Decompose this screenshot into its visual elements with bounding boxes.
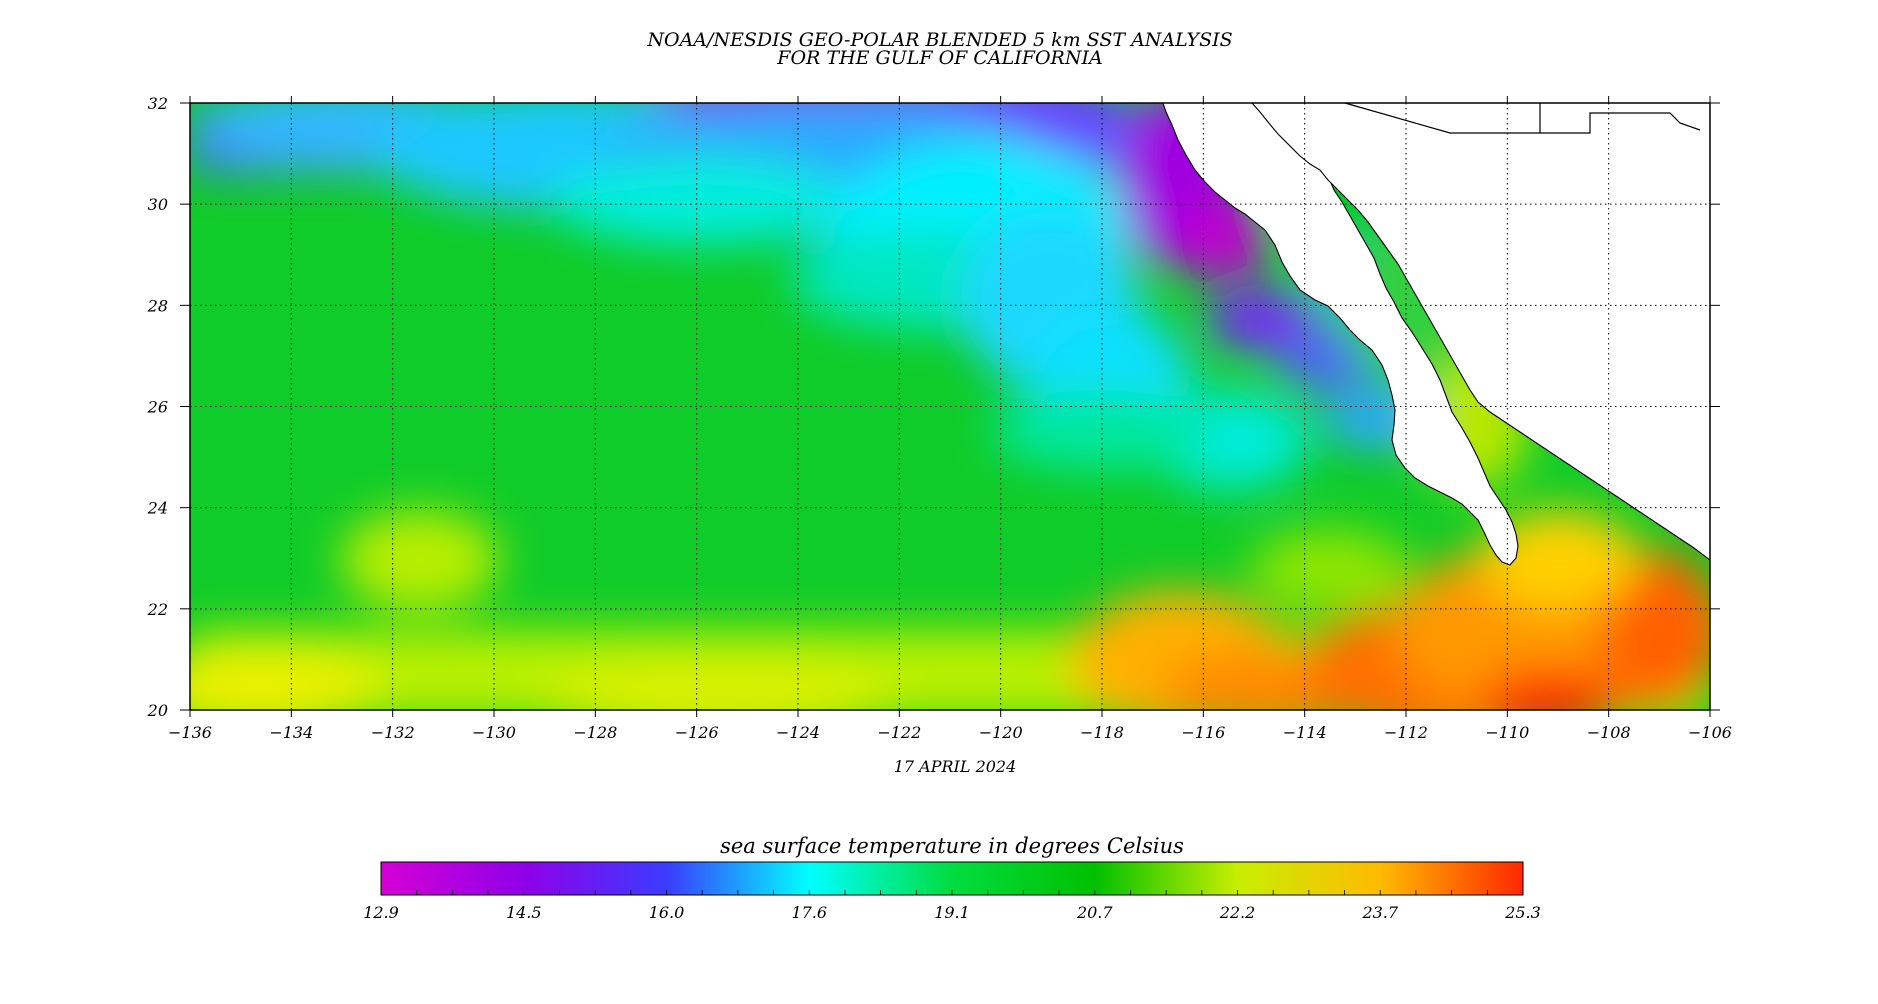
x-tick-label: −120 [979,723,1023,742]
y-tick-label: 26 [147,398,168,417]
x-tick-label: −122 [877,723,921,742]
y-tick-label: 30 [148,195,168,214]
title-line-1: NOAA/NESDIS GEO-POLAR BLENDED 5 km SST A… [646,29,1232,51]
colorbar-tick-label: 12.9 [363,903,399,922]
colorbar-tick-label: 19.1 [934,903,970,922]
colorbar-tick-label: 17.6 [791,903,827,922]
date-label: 17 APRIL 2024 [894,757,1017,776]
x-tick-label: −114 [1283,723,1327,742]
x-tick-label: −132 [371,723,415,742]
y-tick-label: 20 [147,701,168,720]
colorbar-tick-label: 22.2 [1219,903,1256,922]
colorbar-tick-label: 16.0 [649,903,685,922]
x-tick-label: −110 [1485,723,1529,742]
land-masses [1162,103,1710,566]
colorbar-title: sea surface temperature in degrees Celsi… [720,834,1184,858]
x-tick-label: −130 [472,723,516,742]
graticule [190,103,1710,710]
y-tick-label: 22 [147,600,168,619]
x-axis: −136 −134 −132 −130 −128 −126 −124 −122 −120 −118… [168,96,1732,742]
colorbar [380,861,1524,896]
colorbar-tick-label: 25.3 [1504,903,1541,922]
x-tick-label: −126 [675,723,719,742]
colorbar-tick-label: 23.7 [1361,903,1398,922]
sst-field [190,103,1710,710]
colorbar-ticks: 12.9 14.5 16.0 17.6 19.1 20.7 22.2 23.7 25.3 [363,890,1541,922]
x-tick-label: −134 [269,723,313,742]
title-line-2: FOR THE GULF OF CALIFORNIA [776,47,1102,69]
x-tick-label: −136 [168,723,212,742]
borders [1344,102,1701,134]
y-tick-label: 28 [147,296,168,315]
colorbar-tick-label: 14.5 [506,903,542,922]
y-axis: 20 22 24 26 28 30 32 [147,94,1720,720]
y-tick-label: 24 [147,499,168,518]
x-tick-label: −108 [1587,723,1631,742]
x-tick-label: −116 [1181,723,1225,742]
x-tick-label: −118 [1080,723,1124,742]
x-tick-label: −124 [776,723,820,742]
x-tick-label: −106 [1688,723,1732,742]
x-tick-label: −112 [1384,723,1428,742]
y-tick-label: 32 [148,94,168,113]
x-tick-label: −128 [573,723,617,742]
colorbar-tick-label: 20.7 [1076,903,1113,922]
